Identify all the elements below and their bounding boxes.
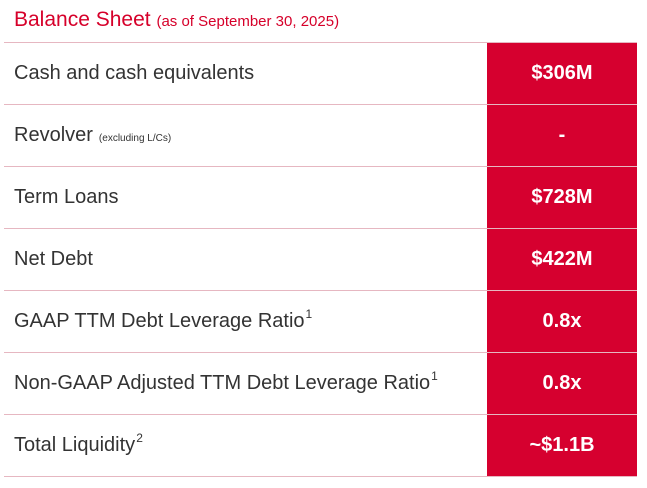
table: Cash and cash equivalents $306M Revolver (e…: [4, 42, 637, 477]
footnote-mark: 1: [305, 307, 313, 321]
row-value: -: [487, 105, 637, 166]
table-row: Cash and cash equivalents $306M: [4, 43, 637, 105]
row-value: $306M: [487, 43, 637, 104]
row-label-cell: Net Debt: [4, 229, 487, 290]
row-label-cell: Revolver (excluding L/Cs): [4, 105, 487, 166]
row-value: $422M: [487, 229, 637, 290]
row-label: Revolver: [14, 124, 93, 146]
table-row: Non-GAAP Adjusted TTM Debt Leverage Rati…: [4, 353, 637, 415]
table-row: Revolver (excluding L/Cs) -: [4, 105, 637, 167]
row-value: 0.8x: [487, 291, 637, 352]
row-label-cell: Cash and cash equivalents: [4, 43, 487, 104]
subtitle: (as of September 30, 2025): [156, 13, 340, 30]
row-label: Total Liquidity: [14, 434, 136, 456]
row-label-cell: Total Liquidity 2: [4, 415, 487, 476]
title: Balance Sheet: [14, 8, 151, 31]
title-block: Balance Sheet (as of September 30, 2025): [14, 8, 339, 32]
row-value: 0.8x: [487, 353, 637, 414]
row-note: (excluding L/Cs): [98, 133, 172, 144]
row-label-cell: Non-GAAP Adjusted TTM Debt Leverage Rati…: [4, 353, 487, 414]
row-label: Non-GAAP Adjusted TTM Debt Leverage Rati…: [14, 372, 431, 394]
table-row: Term Loans $728M: [4, 167, 637, 229]
row-label: Net Debt: [14, 248, 93, 270]
row-label: GAAP TTM Debt Leverage Ratio: [14, 310, 305, 332]
row-label-cell: GAAP TTM Debt Leverage Ratio 1: [4, 291, 487, 352]
table-row: Net Debt $422M: [4, 229, 637, 291]
row-label-cell: Term Loans: [4, 167, 487, 228]
row-label: Cash and cash equivalents: [14, 62, 255, 84]
row-value: ~$1.1B: [487, 415, 637, 476]
row-label: Term Loans: [14, 186, 119, 208]
table-row: Total Liquidity 2 ~$1.1B: [4, 415, 637, 477]
table-row: GAAP TTM Debt Leverage Ratio 1 0.8x: [4, 291, 637, 353]
footnote-mark: 1: [431, 369, 438, 383]
row-value: $728M: [487, 167, 637, 228]
footnote-mark: 2: [136, 431, 143, 445]
